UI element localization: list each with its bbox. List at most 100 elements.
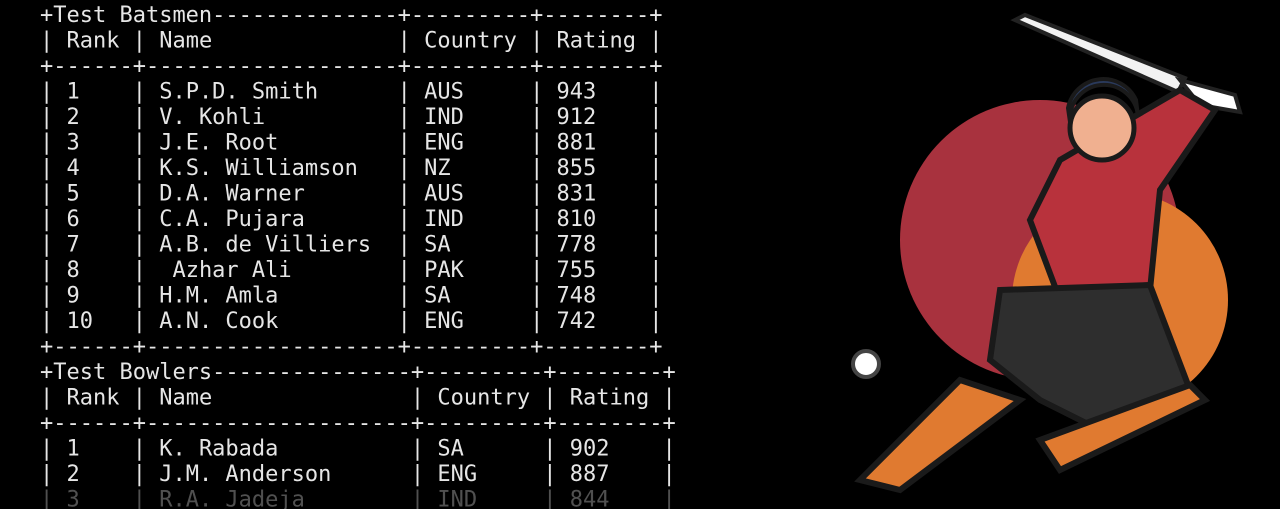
cell-divider: | <box>398 105 411 130</box>
cell-divider: | <box>398 309 411 334</box>
cricket-illustration <box>851 12 1243 494</box>
cell-divider: | <box>40 488 53 509</box>
table-cell: 4 <box>66 156 79 181</box>
cell-divider: | <box>40 80 53 105</box>
table-cell: IND <box>424 207 464 232</box>
column-header: Country <box>424 29 517 54</box>
cell-divider: | <box>530 284 543 309</box>
table-title: Test Batsmen <box>53 3 212 28</box>
cell-divider: | <box>543 386 556 411</box>
cell-divider: | <box>398 156 411 181</box>
table-cell: R.A. Jadeja <box>159 488 305 509</box>
table-cell: 742 <box>557 309 597 334</box>
column-header: Rank <box>66 29 119 54</box>
table-border: +------+-------------------+---------+--… <box>40 54 663 79</box>
table-border: + <box>40 360 53 385</box>
table-cell: H.M. Amla <box>159 284 278 309</box>
head <box>1067 93 1137 163</box>
cell-divider: | <box>133 437 146 462</box>
cell-divider: | <box>411 488 424 509</box>
cell-divider: | <box>40 207 53 232</box>
cell-divider: | <box>398 80 411 105</box>
table-cell: 831 <box>557 182 597 207</box>
cell-divider: | <box>40 309 53 334</box>
cell-divider: | <box>530 258 543 283</box>
cell-divider: | <box>133 258 146 283</box>
cell-divider: | <box>40 105 53 130</box>
table-cell: 810 <box>557 207 597 232</box>
table-border: --------------+---------+--------+ <box>212 3 662 28</box>
table-cell: 2 <box>66 105 79 130</box>
table-cell: 912 <box>557 105 597 130</box>
cell-divider: | <box>543 488 556 509</box>
cell-divider: | <box>530 80 543 105</box>
table-cell: SA <box>424 284 451 309</box>
cell-divider: | <box>40 182 53 207</box>
table-cell: 1 <box>66 437 79 462</box>
table-cell: K.S. Williamson <box>159 156 358 181</box>
table-cell: 855 <box>557 156 597 181</box>
cell-divider: | <box>40 386 53 411</box>
cell-divider: | <box>530 105 543 130</box>
cell-divider: | <box>411 386 424 411</box>
cell-divider: | <box>530 207 543 232</box>
cell-divider: | <box>133 29 146 54</box>
tables: + Test Batsmen --------------+---------+--… <box>40 3 676 509</box>
table-cell: 10 <box>66 309 93 334</box>
table-border: ---------------+---------+--------+ <box>212 360 676 385</box>
table-cell: ENG <box>424 131 464 156</box>
table-cell: D.A. Warner <box>159 182 305 207</box>
cell-divider: | <box>40 29 53 54</box>
pad-right <box>1035 381 1211 474</box>
torso <box>1026 86 1220 304</box>
table-cell: AUS <box>424 182 464 207</box>
table-cell: S.P.D. Smith <box>159 80 318 105</box>
cell-divider: | <box>530 156 543 181</box>
table-cell: ENG <box>424 309 464 334</box>
cell-divider: | <box>663 437 676 462</box>
table-cell: V. Kohli <box>159 105 265 130</box>
cell-divider: | <box>398 284 411 309</box>
table-cell: 755 <box>557 258 597 283</box>
cell-divider: | <box>398 207 411 232</box>
table-cell: 748 <box>557 284 597 309</box>
column-header: Rank <box>66 386 119 411</box>
cell-divider: | <box>663 488 676 509</box>
table-border: + <box>40 3 53 28</box>
table-cell: IND <box>437 488 477 509</box>
cell-divider: | <box>133 233 146 258</box>
cell-divider: | <box>649 105 662 130</box>
table-border: +------+-------------------+---------+--… <box>40 335 663 360</box>
table-cell: 844 <box>570 488 610 509</box>
table-cell: 6 <box>66 207 79 232</box>
cell-divider: | <box>530 182 543 207</box>
table-cell: 778 <box>557 233 597 258</box>
table-cell: 887 <box>570 462 610 487</box>
table-cell: SA <box>424 233 451 258</box>
column-header: Rating <box>570 386 649 411</box>
table-cell: J.E. Root <box>159 131 278 156</box>
cell-divider: | <box>40 131 53 156</box>
table-cell: 881 <box>557 131 597 156</box>
cell-divider: | <box>530 309 543 334</box>
cell-divider: | <box>133 488 146 509</box>
table-cell: A.B. de Villiers <box>159 233 371 258</box>
cell-divider: | <box>398 131 411 156</box>
table-cell: 8 <box>66 258 79 283</box>
cell-divider: | <box>543 437 556 462</box>
cell-divider: | <box>398 233 411 258</box>
cell-divider: | <box>649 258 662 283</box>
table-cell: PAK <box>424 258 464 283</box>
cell-divider: | <box>649 309 662 334</box>
table-cell: SA <box>437 437 464 462</box>
cell-divider: | <box>663 462 676 487</box>
table-cell: 2 <box>66 462 79 487</box>
cell-divider: | <box>398 258 411 283</box>
cell-divider: | <box>133 462 146 487</box>
pad-left <box>854 376 1027 494</box>
cell-divider: | <box>649 156 662 181</box>
cell-divider: | <box>663 386 676 411</box>
cell-divider: | <box>40 462 53 487</box>
cell-divider: | <box>398 182 411 207</box>
cell-divider: | <box>133 182 146 207</box>
